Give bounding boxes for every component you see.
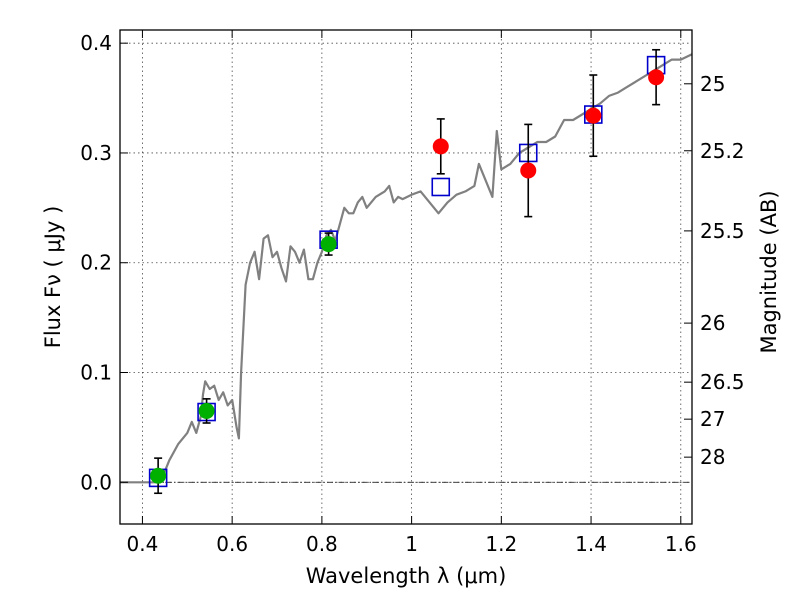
y-tick-label: 0.3	[80, 141, 112, 165]
red-data-point	[432, 138, 449, 155]
red-data-point	[520, 162, 537, 179]
green-data-point	[198, 402, 215, 419]
x-tick-label: 1.6	[665, 532, 697, 556]
mag-tick-label: 25.5	[700, 219, 745, 243]
x-tick-label: 0.8	[306, 532, 338, 556]
data-markers	[148, 48, 666, 495]
mag-tick-label: 26.5	[700, 370, 745, 394]
model-photometry-square	[431, 177, 451, 197]
axis-ticks: 0.4 0.6 0.8 1 1.2 1.4 1.6 0.0 0.1 0.2 0.3 0.4 25 25.2…	[80, 30, 745, 556]
mag-tick-label: 28	[700, 445, 725, 469]
green-data-point	[150, 467, 167, 484]
right-axis-label: Magnitude (AB)	[757, 190, 781, 353]
x-tick-label: 0.6	[216, 532, 248, 556]
x-tick-label: 1.4	[575, 532, 607, 556]
y-tick-label: 0.4	[80, 31, 112, 55]
red-data-point	[648, 69, 665, 86]
mag-tick-label: 25	[700, 72, 725, 96]
x-axis-label: Wavelength λ (μm)	[306, 564, 507, 588]
y-tick-label: 0.2	[80, 251, 112, 275]
model-spectrum-line	[120, 53, 693, 484]
x-tick-label: 1	[405, 532, 418, 556]
y-tick-label: 0.0	[80, 470, 112, 494]
x-tick-label: 0.4	[127, 532, 159, 556]
mag-tick-label: 26	[700, 311, 725, 335]
mag-tick-label: 27	[700, 407, 725, 431]
plot-frame	[119, 29, 693, 525]
grid-layer	[120, 30, 692, 524]
red-data-point	[585, 107, 602, 124]
mag-tick-label: 25.2	[700, 139, 745, 163]
x-tick-label: 1.2	[485, 532, 517, 556]
y-tick-label: 0.1	[80, 361, 112, 385]
green-data-point	[320, 236, 337, 253]
y-axis-label: Flux Fν ( μJy )	[41, 206, 65, 349]
